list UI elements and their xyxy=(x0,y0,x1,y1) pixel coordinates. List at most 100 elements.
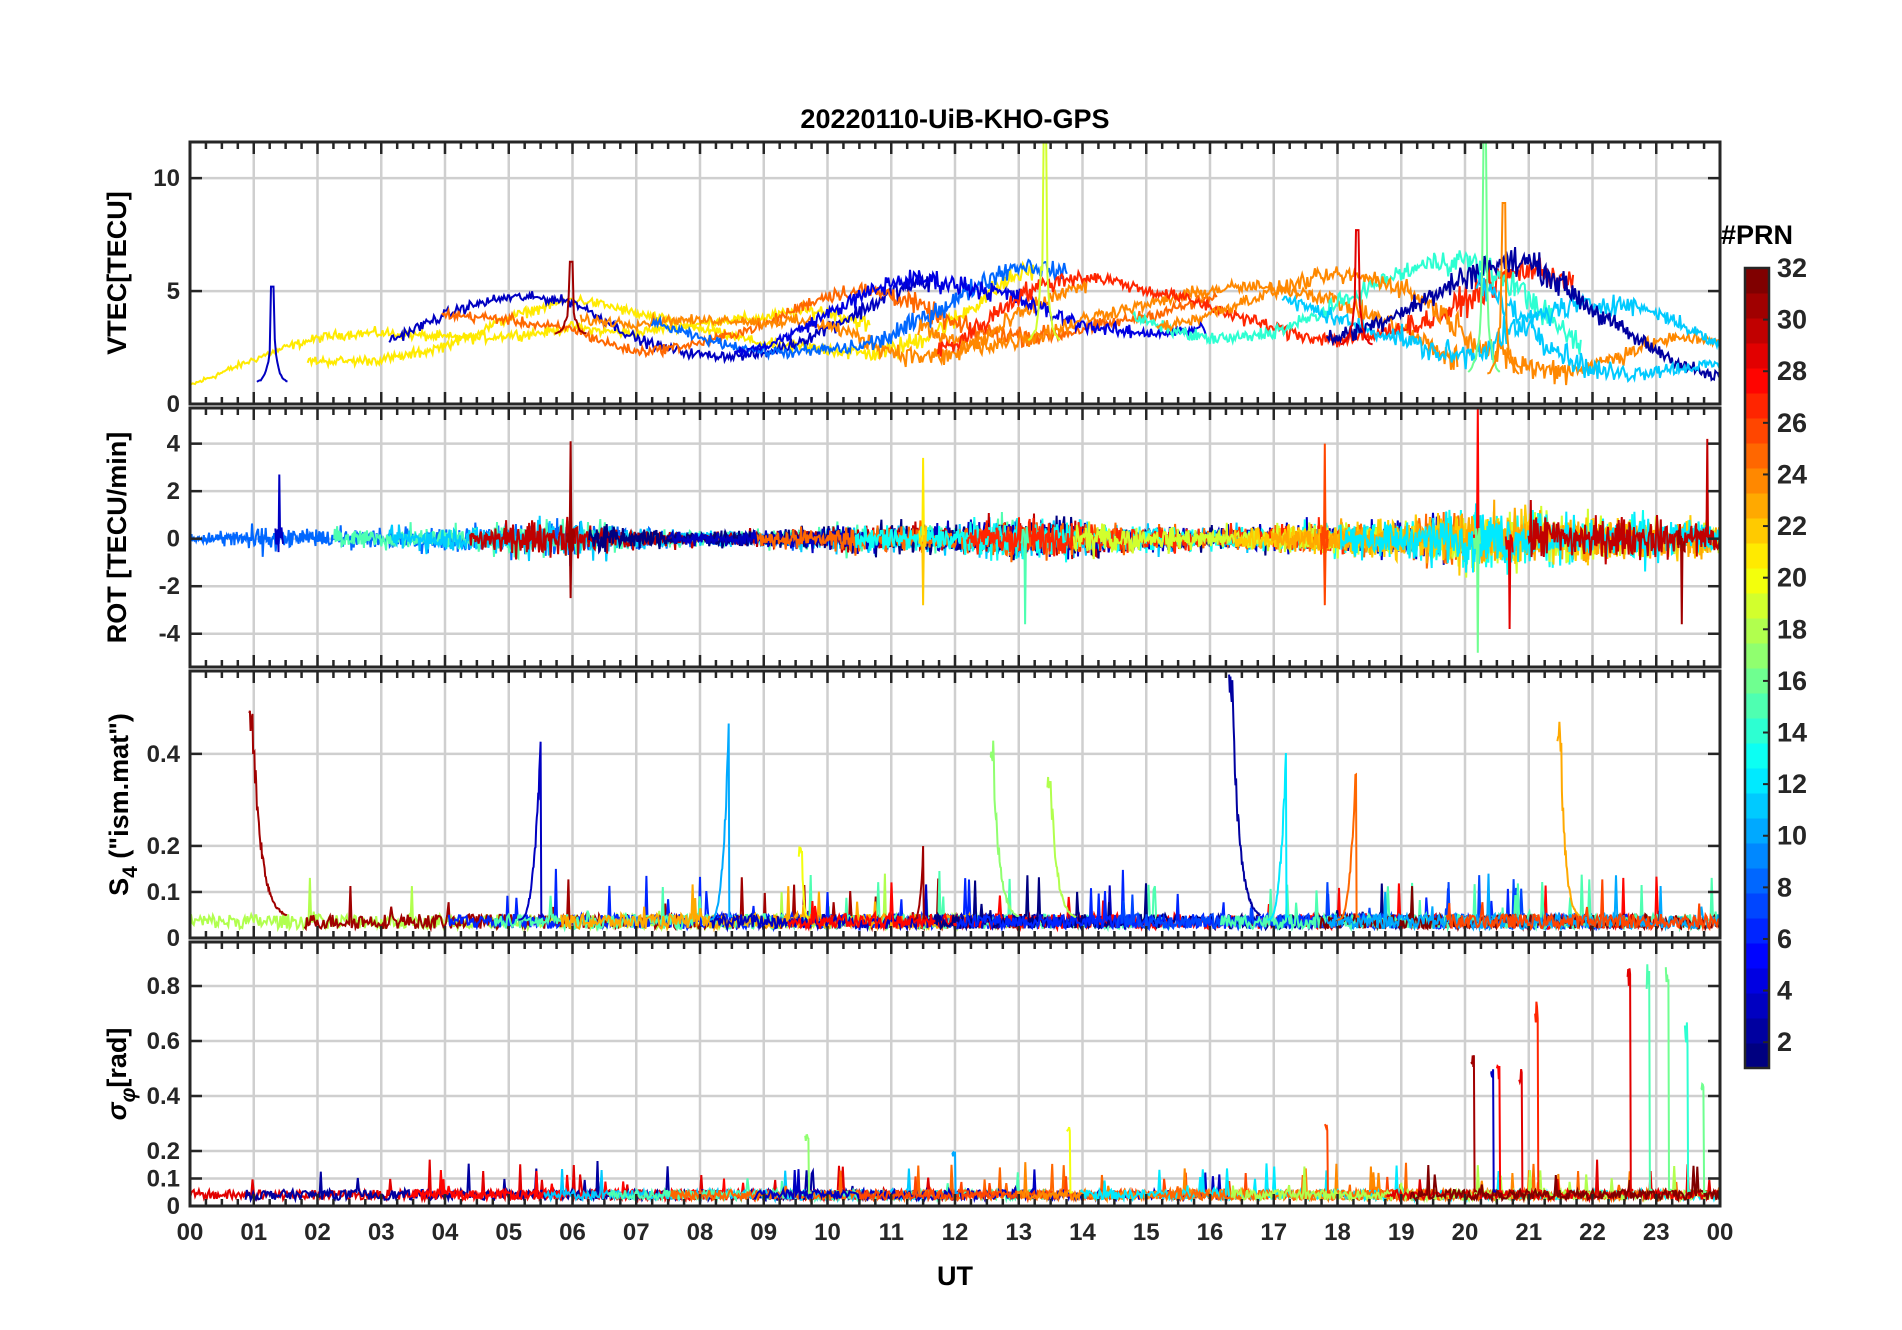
spike-prn-16 xyxy=(1664,967,1673,1192)
spike-prn-27 xyxy=(1534,1001,1542,1192)
colorbar-tick-label: 32 xyxy=(1777,253,1807,283)
data-series-prn-4 xyxy=(733,269,1207,359)
x-tick-label: 13 xyxy=(1005,1219,1032,1246)
spike-prn-18 xyxy=(1046,776,1077,918)
spike-prn-2 xyxy=(1228,674,1261,917)
x-tick-label: 06 xyxy=(559,1219,586,1246)
y-tick-label: -4 xyxy=(159,621,181,648)
colorbar-segment xyxy=(1745,493,1769,519)
colorbar-segment xyxy=(1745,568,1769,594)
colorbar-segment xyxy=(1745,1018,1769,1044)
x-tick-labels: 00 01 02 03 04 05 06 07 08 09 10 11 12 13 14 15 16 17 18 19… xyxy=(177,1219,1734,1246)
colorbar-segment xyxy=(1745,268,1769,294)
colorbar-segment xyxy=(1745,818,1769,844)
grid-lines xyxy=(190,671,1720,938)
spike-prn-3 xyxy=(518,741,544,921)
data-series-prn-2 xyxy=(1326,247,1720,382)
colorbar-segment xyxy=(1745,593,1769,619)
spike-prn-29 xyxy=(1518,1069,1526,1193)
x-tick-label: 04 xyxy=(432,1219,459,1246)
colorbar-segment xyxy=(1745,993,1769,1019)
spike-prn-24 xyxy=(1487,202,1520,375)
y-axis-label-rot: ROT [TECU/min] xyxy=(102,432,132,643)
colorbar-tick-label: 2 xyxy=(1777,1027,1792,1057)
spike-prn-26 xyxy=(1323,1123,1331,1194)
data-series-prn-25 xyxy=(441,281,1218,359)
colorbar-tick-label: 6 xyxy=(1777,924,1792,954)
colorbar-segment xyxy=(1745,768,1769,794)
spike-prn-19 xyxy=(1027,142,1061,342)
y-label-rest: ("ism.mat") xyxy=(104,713,134,866)
y-label-sub: φ xyxy=(117,1087,140,1102)
y-tick-label: 0 xyxy=(167,1193,180,1220)
spike-prn-15 xyxy=(1020,526,1030,625)
spike-prn-17 xyxy=(989,740,1020,918)
colorbar-segment xyxy=(1745,643,1769,669)
data-series-prn-27 xyxy=(937,257,1575,357)
spike-prn-3 xyxy=(256,285,288,383)
y-tick-label: 0 xyxy=(167,526,180,553)
colorbar-tick-label: 14 xyxy=(1777,718,1807,748)
colorbar-tick-label: 26 xyxy=(1777,408,1807,438)
colorbar-segment xyxy=(1745,393,1769,419)
colorbar-segment xyxy=(1745,343,1769,369)
x-tick-label: 07 xyxy=(623,1219,650,1246)
x-tick-label: 09 xyxy=(750,1219,777,1246)
spike-prn-31 xyxy=(565,528,576,599)
y-tick-label: 0.6 xyxy=(147,1028,180,1055)
spike-prn-31 xyxy=(554,260,587,335)
x-ticks xyxy=(188,408,1722,667)
colorbar-tick-label: 16 xyxy=(1777,666,1807,696)
x-tick-label: 00 xyxy=(1707,1219,1734,1246)
y-tick-label: 0.1 xyxy=(147,879,180,906)
x-tick-label: 14 xyxy=(1069,1219,1096,1246)
colorbar-segment xyxy=(1745,518,1769,544)
spike-prn-15 xyxy=(1645,964,1653,1191)
spike-prn-31 xyxy=(1676,529,1686,625)
colorbar-tick-label: 12 xyxy=(1777,769,1807,799)
spike-prn-31 xyxy=(1470,1055,1478,1194)
panel-rot: -4 -2 0 2 4 ROT [TECU/min] xyxy=(102,406,1722,669)
spike-prn-16 xyxy=(1700,1081,1707,1194)
x-tick-label: 08 xyxy=(687,1219,714,1246)
colorbar-segment xyxy=(1745,1043,1769,1069)
spike-prn-17 xyxy=(804,1134,812,1194)
data-series-prn-32 xyxy=(1409,1164,1720,1204)
spike-prn-29 xyxy=(1504,534,1514,630)
x-tick-label: 22 xyxy=(1579,1219,1606,1246)
colorbar-segment xyxy=(1745,868,1769,894)
colorbar-segment xyxy=(1745,693,1769,719)
colorbar-segment xyxy=(1745,543,1769,569)
chart-title: 20220110-UiB-KHO-GPS xyxy=(800,104,1109,134)
x-tick-label: 18 xyxy=(1324,1219,1351,1246)
colorbar-tick-label: 28 xyxy=(1777,356,1807,386)
spike-prn-31 xyxy=(248,710,288,917)
x-tick-label: 23 xyxy=(1643,1219,1670,1246)
x-tick-label: 19 xyxy=(1388,1219,1415,1246)
grid-lines xyxy=(190,942,1720,1206)
spike-prn-10 xyxy=(709,723,733,921)
x-tick-label: 10 xyxy=(814,1219,841,1246)
spike-prn-25 xyxy=(1337,772,1360,921)
panel-s4: 00.10.20.4S4 ("ism.mat") xyxy=(104,669,1722,952)
y-axis-label-vtec: VTEC[TECU] xyxy=(102,191,132,355)
y-tick-label: 0.2 xyxy=(147,833,180,860)
colorbar-segment xyxy=(1745,293,1769,319)
data-traces xyxy=(190,142,1720,386)
data-series-prn-11 xyxy=(1475,272,1720,384)
y-label-main: S xyxy=(104,878,134,896)
colorbar-tick-label: 22 xyxy=(1777,511,1807,541)
colorbar-tick-label: 4 xyxy=(1777,976,1792,1006)
colorbar-segment xyxy=(1745,843,1769,869)
x-tick-label: 15 xyxy=(1133,1219,1160,1246)
x-tick-label: 20 xyxy=(1452,1219,1479,1246)
spike-prn-14 xyxy=(1683,1022,1691,1193)
x-ticks xyxy=(188,142,1722,404)
y-tick-label: 5 xyxy=(167,278,180,305)
y-label-main: σ xyxy=(102,1101,132,1120)
colorbar-segment xyxy=(1745,968,1769,994)
data-traces xyxy=(190,674,1720,933)
y-axis-label-sigma_phi: σφ[rad] xyxy=(102,1028,140,1121)
